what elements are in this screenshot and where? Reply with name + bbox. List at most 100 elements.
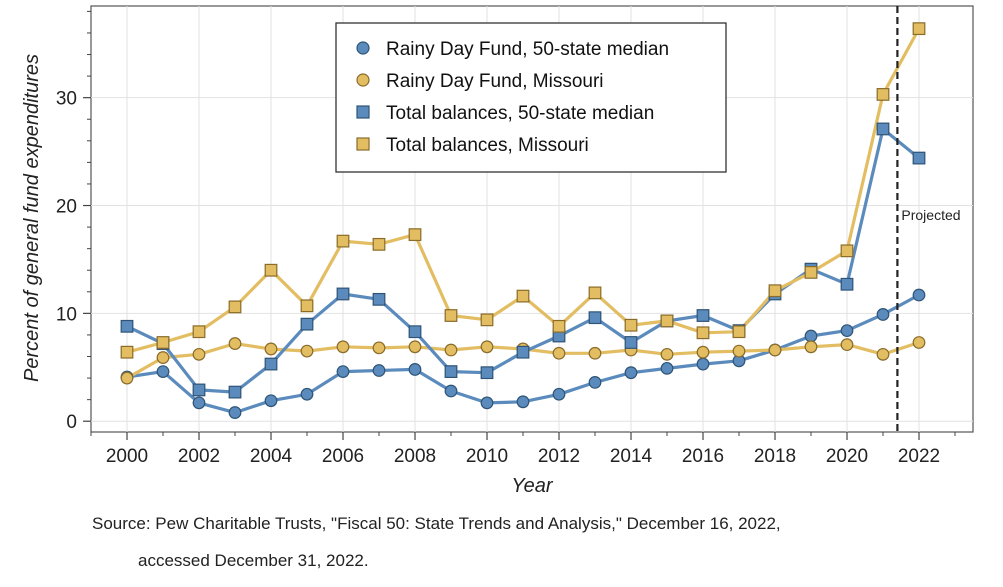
series-4-point [120, 345, 134, 359]
series-4-point [732, 325, 746, 339]
series-4-point [444, 309, 458, 322]
series-4-point [660, 314, 674, 328]
series-3-point [480, 366, 494, 380]
series-1-point [912, 288, 926, 302]
legend-marker-4 [356, 137, 370, 151]
series-1-point [516, 395, 530, 409]
series-2-point [804, 340, 818, 354]
series-2-point [336, 340, 350, 354]
series-3-point [516, 345, 530, 359]
series-1-point [552, 387, 566, 401]
x-axis-label: Year [511, 475, 553, 497]
series-2-point [372, 341, 386, 355]
x-tick-label: 2022 [898, 446, 940, 467]
x-tick-label: 2014 [610, 446, 653, 467]
series-3-point [300, 317, 314, 331]
series-3-point [588, 311, 602, 325]
annotation: Projected [896, 6, 961, 432]
series-3-point [336, 287, 350, 301]
series-4-point [192, 325, 206, 339]
legend-label-2: Rainy Day Fund, Missouri [386, 71, 604, 92]
series-2-point [480, 340, 494, 354]
series-4-point [228, 300, 242, 314]
series-2-point [840, 338, 854, 352]
series-1-point [696, 357, 710, 371]
x-tick-label: 2016 [682, 446, 724, 467]
source-note-line2: accessed December 31, 2022. [138, 551, 369, 570]
legend-marker-1 [356, 41, 370, 55]
x-tick-label: 2008 [394, 446, 436, 467]
series-4-point [696, 326, 710, 340]
series-2-point [264, 342, 278, 356]
legend: Rainy Day Fund, 50-state median Rainy Day… [335, 22, 727, 173]
series-4-point [336, 234, 350, 248]
series-2-point [696, 345, 710, 359]
series-4-point [300, 299, 314, 313]
series-4-point [624, 318, 638, 332]
series-1-point [192, 396, 206, 410]
series-3-point [444, 365, 458, 379]
y-axis-label: Percent of general fund expenditures [21, 54, 43, 382]
series-1-point [408, 363, 422, 376]
series-2-point [588, 346, 602, 360]
y-tick-label: 10 [56, 304, 77, 325]
series-4-point [156, 336, 170, 349]
source-note-line1: Source: Pew Charitable Trusts, "Fiscal 5… [92, 514, 781, 533]
series-4-point [804, 265, 818, 279]
series-3-point [876, 122, 890, 136]
series-1-point [336, 365, 350, 379]
series-1-point [840, 324, 854, 338]
x-tick-label: 2000 [106, 446, 148, 467]
series-2-point [120, 371, 134, 385]
series-4-point [516, 289, 530, 303]
y-tick-label: 0 [66, 412, 77, 433]
series-2-point [732, 344, 746, 358]
series-4-point [408, 228, 422, 242]
x-tick-label: 2012 [538, 446, 580, 467]
x-tick-label: 2020 [826, 446, 868, 467]
x-tick-label: 2006 [322, 446, 364, 467]
axis-ticks: 2000 2002 2004 2006 2008 2010 2012 2014 2016 2018… [56, 10, 956, 467]
series-2-point [192, 347, 206, 361]
series-1-point [480, 396, 494, 410]
series-2-point [768, 343, 782, 357]
series-1-point [264, 394, 278, 408]
series-4-point [588, 286, 602, 300]
series-4-point [552, 319, 566, 333]
x-tick-label: 2002 [178, 446, 220, 467]
series-2-point [228, 337, 242, 350]
series-4-point [372, 237, 386, 251]
legend-label-3: Total balances, 50-state median [386, 103, 654, 124]
series-2-point [300, 344, 314, 358]
series-2-point [444, 343, 458, 357]
legend-label-4: Total balances, Missouri [386, 135, 589, 156]
series-3-point [120, 319, 134, 333]
series-1-point [660, 361, 674, 375]
series-2-point [660, 347, 674, 361]
series-1-point [444, 384, 458, 398]
legend-marker-3 [356, 105, 370, 119]
x-tick-label: 2018 [754, 446, 796, 467]
series-1-point [228, 406, 242, 419]
legend-box [335, 22, 727, 173]
series-2-point [876, 347, 890, 361]
series-3-point [912, 151, 926, 165]
series-1-point [804, 329, 818, 343]
series-4-point [876, 88, 890, 101]
series-3-point [696, 309, 710, 322]
series-4-point [768, 284, 782, 298]
series-4-point [912, 22, 926, 36]
series-2-point [156, 351, 170, 364]
series-3-point [624, 336, 638, 349]
series-1-point [300, 387, 314, 401]
series-3-point [192, 383, 206, 397]
y-tick-label: 20 [56, 197, 77, 218]
legend-label-1: Rainy Day Fund, 50-state median [386, 39, 669, 60]
series-3-point [228, 385, 242, 399]
series-3-point [408, 325, 422, 339]
series-2-point [552, 346, 566, 360]
series-1-point [624, 366, 638, 380]
legend-marker-2 [356, 73, 370, 87]
series-3-point [372, 292, 386, 306]
